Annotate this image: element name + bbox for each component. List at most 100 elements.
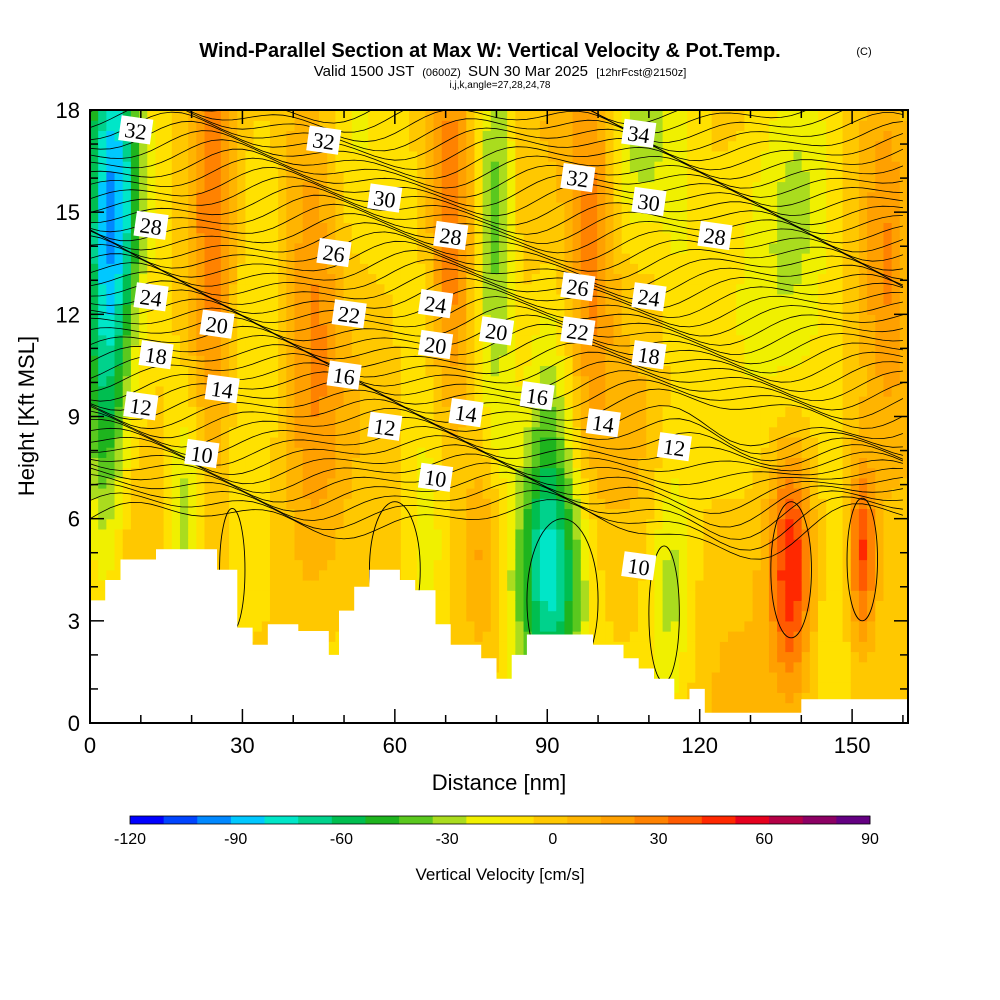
velocity-cell bbox=[678, 549, 688, 561]
velocity-cell bbox=[752, 620, 762, 632]
velocity-cell bbox=[409, 508, 418, 520]
velocity-cell bbox=[98, 253, 107, 264]
velocity-cell bbox=[482, 242, 492, 254]
velocity-cell bbox=[351, 201, 361, 213]
velocity-cell bbox=[261, 416, 271, 428]
velocity-cell bbox=[736, 457, 745, 469]
velocity-cell bbox=[670, 549, 680, 561]
velocity-cell bbox=[302, 191, 312, 203]
velocity-cell bbox=[466, 559, 476, 571]
velocity-cell bbox=[515, 488, 525, 499]
velocity-cell bbox=[237, 222, 247, 234]
velocity-cell bbox=[515, 559, 525, 571]
velocity-cell bbox=[728, 549, 737, 561]
velocity-cell bbox=[760, 324, 770, 336]
velocity-cell bbox=[719, 406, 729, 418]
velocity-cell bbox=[646, 467, 656, 479]
velocity-cell bbox=[188, 222, 197, 234]
velocity-cell bbox=[646, 508, 656, 520]
velocity-cell bbox=[212, 232, 222, 244]
velocity-cell bbox=[114, 324, 124, 336]
velocity-cell bbox=[253, 212, 263, 223]
velocity-cell bbox=[744, 324, 754, 336]
velocity-cell bbox=[376, 232, 386, 244]
velocity-cell bbox=[368, 314, 377, 326]
velocity-cell bbox=[294, 620, 304, 632]
velocity-cell bbox=[319, 365, 328, 377]
velocity-cell bbox=[278, 140, 287, 152]
velocity-cell bbox=[703, 273, 713, 285]
velocity-cell bbox=[294, 600, 304, 612]
velocity-cell bbox=[343, 140, 353, 152]
velocity-cell bbox=[728, 590, 737, 601]
velocity-cell bbox=[548, 355, 557, 367]
velocity-cell bbox=[106, 304, 116, 315]
velocity-cell bbox=[417, 416, 426, 428]
velocity-cell bbox=[507, 212, 516, 223]
velocity-cell bbox=[343, 110, 353, 121]
velocity-cell bbox=[155, 324, 165, 336]
velocity-cell bbox=[179, 242, 189, 254]
velocity-cell bbox=[662, 385, 672, 397]
velocity-cell bbox=[278, 355, 287, 367]
velocity-cell bbox=[147, 150, 157, 162]
velocity-cell bbox=[670, 651, 680, 663]
velocity-cell bbox=[580, 110, 590, 121]
velocity-cell bbox=[499, 620, 508, 632]
velocity-cell bbox=[621, 590, 631, 601]
velocity-cell bbox=[106, 396, 116, 407]
velocity-cell bbox=[662, 263, 672, 275]
velocity-cell bbox=[204, 242, 214, 254]
velocity-cell bbox=[261, 477, 271, 489]
velocity-cell bbox=[490, 375, 500, 387]
velocity-cell bbox=[678, 610, 688, 622]
velocity-cell bbox=[310, 498, 320, 510]
velocity-cell bbox=[588, 263, 598, 275]
velocity-cell bbox=[343, 120, 353, 132]
velocity-cell bbox=[507, 232, 516, 244]
velocity-cell bbox=[654, 600, 664, 612]
velocity-cell bbox=[588, 161, 598, 172]
velocity-cell bbox=[261, 334, 271, 346]
velocity-cell bbox=[695, 212, 705, 223]
velocity-cell bbox=[106, 324, 116, 336]
velocity-cell bbox=[703, 150, 713, 162]
velocity-cell bbox=[711, 324, 721, 336]
velocity-cell bbox=[409, 344, 418, 356]
velocity-cell bbox=[409, 436, 418, 448]
velocity-cell bbox=[237, 620, 247, 632]
velocity-cell bbox=[269, 396, 279, 407]
velocity-cell bbox=[269, 426, 279, 438]
velocity-cell bbox=[605, 130, 615, 142]
velocity-cell bbox=[466, 324, 476, 336]
velocity-cell bbox=[351, 232, 361, 244]
velocity-cell bbox=[654, 426, 664, 438]
velocity-cell bbox=[728, 682, 737, 693]
velocity-cell bbox=[384, 549, 394, 561]
velocity-cell bbox=[482, 590, 492, 601]
velocity-cell bbox=[155, 498, 165, 510]
velocity-cell bbox=[654, 539, 664, 550]
velocity-cell bbox=[229, 140, 238, 152]
velocity-cell bbox=[539, 467, 549, 479]
velocity-cell bbox=[122, 539, 132, 550]
velocity-cell bbox=[752, 232, 762, 244]
velocity-cell bbox=[507, 355, 516, 367]
velocity-cell bbox=[171, 222, 181, 234]
velocity-cell bbox=[629, 385, 639, 397]
velocity-cell bbox=[114, 498, 124, 510]
velocity-cell bbox=[531, 304, 541, 315]
velocity-cell bbox=[564, 620, 574, 632]
velocity-cell bbox=[376, 140, 386, 152]
velocity-cell bbox=[474, 232, 484, 244]
velocity-cell bbox=[736, 498, 745, 510]
velocity-cell bbox=[490, 447, 500, 458]
velocity-cell bbox=[736, 590, 745, 601]
velocity-cell bbox=[359, 161, 369, 172]
velocity-cell bbox=[670, 569, 680, 581]
velocity-cell bbox=[433, 528, 443, 540]
velocity-cell bbox=[229, 559, 238, 571]
velocity-cell bbox=[760, 641, 770, 653]
velocity-cell bbox=[237, 528, 247, 540]
velocity-cell bbox=[114, 436, 124, 448]
